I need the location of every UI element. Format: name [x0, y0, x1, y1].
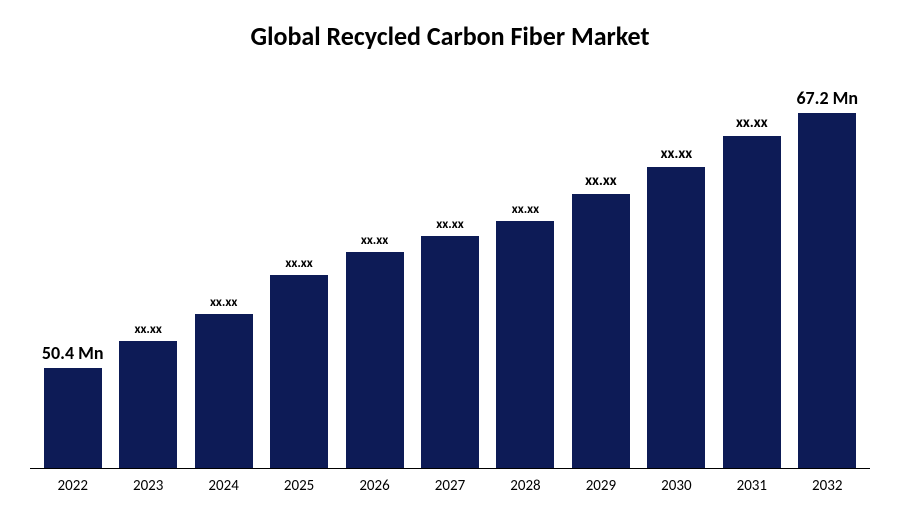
x-axis-label: 2024: [190, 477, 257, 495]
chart-area: 50.4 Mn xx.xx xx.xx xx.xx xx.xx xx.xx xx…: [30, 82, 870, 495]
bar-value-label: xx.xx: [285, 256, 312, 271]
bar: [346, 252, 404, 468]
bar: [572, 194, 630, 468]
bar: [647, 167, 705, 468]
bar: [421, 236, 479, 468]
x-axis-label: 2031: [718, 477, 785, 495]
bar-group: xx.xx: [114, 82, 181, 468]
bar: [496, 221, 554, 468]
bar: [44, 368, 102, 468]
bar-value-label: xx.xx: [210, 295, 237, 310]
bar: [119, 341, 177, 468]
x-axis-label: 2028: [492, 477, 559, 495]
bar-value-label: xx.xx: [436, 217, 463, 232]
bars-container: 50.4 Mn xx.xx xx.xx xx.xx xx.xx xx.xx xx…: [30, 82, 870, 469]
x-axis-label: 2029: [567, 477, 634, 495]
bar-group: 67.2 Mn: [794, 82, 861, 468]
bar-group: xx.xx: [341, 82, 408, 468]
bar-value-label: xx.xx: [585, 172, 617, 190]
x-axis-label: 2032: [794, 477, 861, 495]
x-axis-label: 2022: [39, 477, 106, 495]
chart-title: Global Recycled Carbon Fiber Market: [30, 20, 870, 52]
bar-group: xx.xx: [492, 82, 559, 468]
bar-value-label: xx.xx: [512, 202, 539, 217]
bar: [195, 314, 253, 468]
x-axis-label: 2025: [265, 477, 332, 495]
x-axis-label: 2026: [341, 477, 408, 495]
bar-group: xx.xx: [567, 82, 634, 468]
bar: [270, 275, 328, 468]
bar-group: xx.xx: [718, 82, 785, 468]
bar-value-label: xx.xx: [361, 233, 388, 248]
bar-value-label: xx.xx: [661, 145, 693, 163]
x-axis: 2022 2023 2024 2025 2026 2027 2028 2029 …: [30, 469, 870, 495]
bar: [723, 136, 781, 468]
bar-value-label: 67.2 Mn: [796, 87, 858, 109]
bar-value-label: 50.4 Mn: [42, 342, 104, 364]
bar-value-label: xx.xx: [736, 114, 768, 132]
bar-group: 50.4 Mn: [39, 82, 106, 468]
bar-value-label: xx.xx: [134, 322, 161, 337]
x-axis-label: 2027: [416, 477, 483, 495]
bar-group: xx.xx: [643, 82, 710, 468]
bar-group: xx.xx: [416, 82, 483, 468]
x-axis-label: 2023: [114, 477, 181, 495]
bar-group: xx.xx: [265, 82, 332, 468]
bar: [798, 113, 856, 468]
bar-group: xx.xx: [190, 82, 257, 468]
x-axis-label: 2030: [643, 477, 710, 495]
